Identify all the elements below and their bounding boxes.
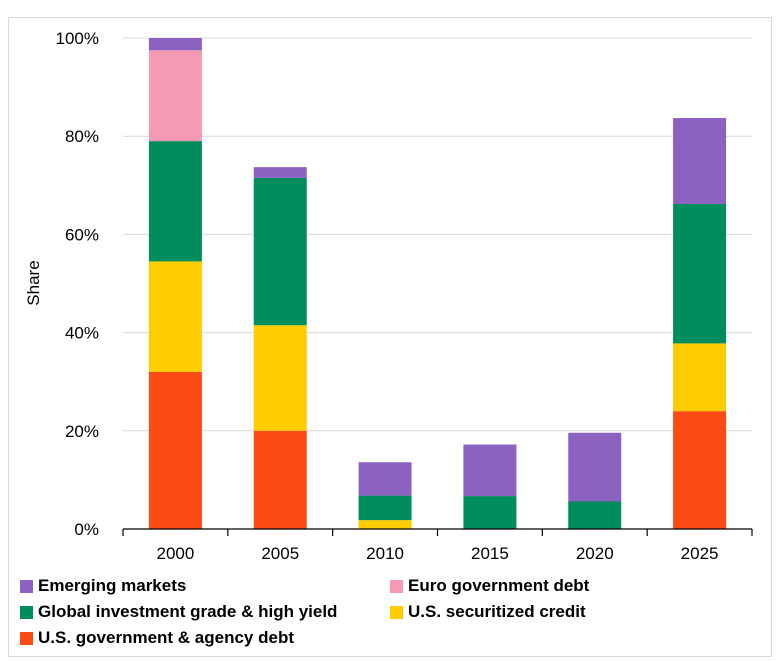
bar-segment	[148, 38, 202, 51]
legend-item-us-government-agency-debt: U.S. government & agency debt	[20, 628, 294, 648]
bar-segment	[148, 50, 202, 142]
legend-swatch	[20, 579, 33, 593]
bar-segment	[253, 325, 307, 431]
y-axis-title: Share	[24, 260, 43, 305]
bar-segment	[253, 167, 307, 178]
bar-segment	[673, 203, 727, 344]
bar-segment	[673, 343, 727, 412]
bars	[148, 38, 727, 529]
bar-segment	[358, 462, 412, 496]
legend-swatch	[20, 605, 33, 619]
bar-segment	[673, 118, 727, 204]
legend-swatch	[20, 631, 33, 645]
bar-segment	[463, 444, 517, 497]
bar-segment	[673, 411, 727, 529]
legend-label: U.S. securitized credit	[408, 602, 586, 621]
y-tick-label: 80%	[65, 127, 99, 146]
legend-label: U.S. government & agency debt	[38, 628, 294, 647]
legend-label: Global investment grade & high yield	[38, 602, 338, 621]
gridlines	[123, 37, 752, 432]
stacked-bar-chart: 0% 20% 40% 60% 80% 100% 2000 2005 2010 2015 2020 20…	[24, 29, 753, 563]
legend-label: Euro government debt	[408, 576, 590, 595]
axes: 0% 20% 40% 60% 80% 100% 2000 2005 2010 2015 2020 20…	[56, 29, 753, 563]
bar-segment	[148, 141, 202, 262]
legend-swatch	[390, 605, 403, 619]
x-tick-label: 2000	[157, 544, 195, 563]
bar-segment	[253, 177, 307, 326]
y-tick-label: 20%	[65, 422, 99, 441]
x-tick-label: 2020	[576, 544, 614, 563]
y-tick-label: 60%	[65, 225, 99, 244]
legend: Emerging markets Euro government debt Gl…	[20, 572, 760, 652]
x-tick-label: 2005	[261, 544, 299, 563]
x-tick-label: 2025	[681, 544, 719, 563]
bar-segment	[463, 496, 517, 529]
bar-segment	[148, 371, 202, 529]
bar-segment	[148, 261, 202, 372]
y-tick-label: 100%	[56, 29, 99, 48]
bar-segment	[568, 432, 622, 502]
bar-segment	[253, 430, 307, 529]
y-tick-label: 40%	[65, 324, 99, 343]
legend-item-us-securitized-credit: U.S. securitized credit	[390, 602, 586, 622]
legend-item-global-investment-grade: Global investment grade & high yield	[20, 602, 337, 622]
legend-item-emerging-markets: Emerging markets	[20, 576, 186, 596]
bar-segment	[358, 520, 412, 529]
legend-label: Emerging markets	[38, 576, 187, 595]
legend-item-euro-government-debt: Euro government debt	[390, 576, 589, 596]
bar-segment	[358, 495, 412, 521]
bar-segment	[568, 501, 622, 529]
y-tick-label: 0%	[74, 520, 99, 539]
legend-swatch	[390, 579, 403, 593]
chart-frame	[8, 17, 772, 657]
x-tick-label: 2015	[471, 544, 509, 563]
x-tick-label: 2010	[366, 544, 404, 563]
